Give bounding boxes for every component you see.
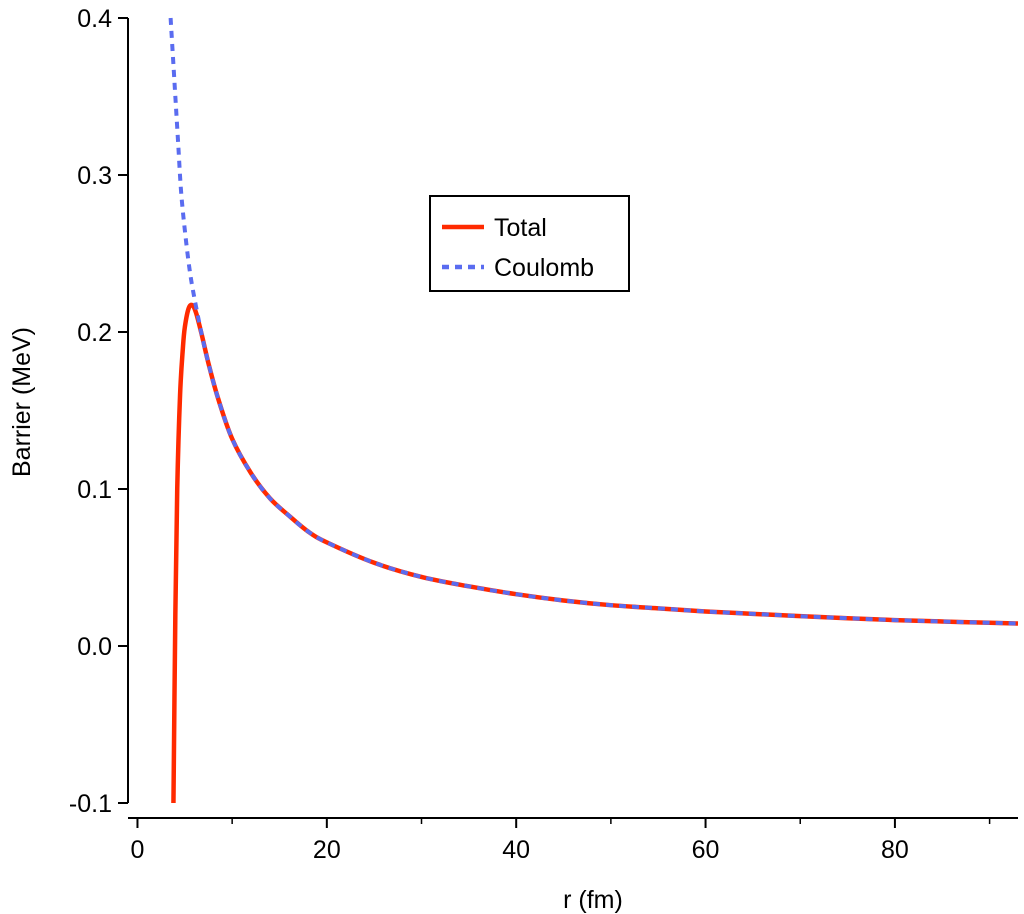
series-layer [168, 17, 1019, 804]
x-axis-title: r (fm) [563, 886, 623, 914]
legend-label-total: Total [494, 214, 547, 242]
legend-box [429, 195, 630, 292]
y-tick-label: 0.3 [77, 162, 112, 190]
x-tick-label: 0 [131, 836, 145, 864]
x-tick-label: 60 [692, 836, 720, 864]
axes: -0.1 0.0 0.1 0.2 0.3 0.4 0 20 40 60 80 [69, 5, 1018, 864]
x-tick-label: 20 [313, 836, 341, 864]
y-axis-title: Barrier (MeV) [8, 327, 36, 477]
y-tick-label: 0.1 [77, 476, 112, 504]
y-tick-label: 0.0 [77, 633, 112, 661]
y-tick-label: -0.1 [69, 790, 112, 818]
series-line-coulomb [168, 17, 1019, 626]
series-line-total [171, 302, 1019, 804]
y-tick-label: 0.4 [77, 5, 112, 33]
legend: Total Coulomb [429, 195, 630, 292]
legend-label-coulomb: Coulomb [494, 254, 594, 282]
y-tick-label: 0.2 [77, 319, 112, 347]
x-tick-label: 80 [881, 836, 909, 864]
x-tick-label: 40 [502, 836, 530, 864]
